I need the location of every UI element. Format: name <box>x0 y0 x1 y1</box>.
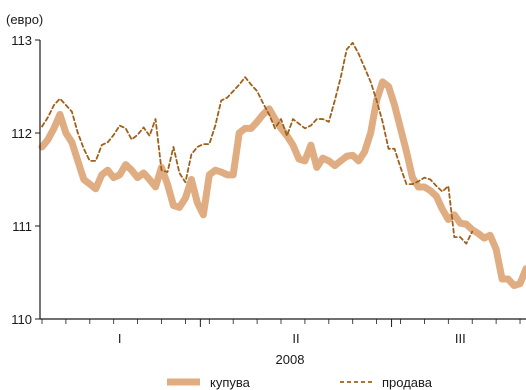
y-unit-label: (евро) <box>6 12 43 27</box>
plot-series <box>38 41 526 290</box>
y-tick-label: 111 <box>12 219 32 234</box>
series-line-kupuva <box>38 78 526 290</box>
y-tick-label: 112 <box>11 126 32 141</box>
y-tick-label: 110 <box>11 312 32 327</box>
x-quarter-label: II <box>292 331 299 346</box>
y-tick-label: 113 <box>11 33 32 48</box>
x-quarter-label: III <box>455 331 466 346</box>
y-axis-ticks: 110 111 112 113 <box>11 33 40 327</box>
legend-label-kupuva: купува <box>210 375 251 390</box>
x-quarter-label: I <box>118 331 122 346</box>
legend-label-prodava: продава <box>382 375 433 390</box>
series-line-prodava <box>41 41 474 245</box>
x-year-label: 2008 <box>276 352 305 367</box>
x-axis-ticks <box>41 319 521 327</box>
x-quarter-labels: I II III <box>118 331 466 346</box>
legend: купува продава <box>167 375 433 390</box>
